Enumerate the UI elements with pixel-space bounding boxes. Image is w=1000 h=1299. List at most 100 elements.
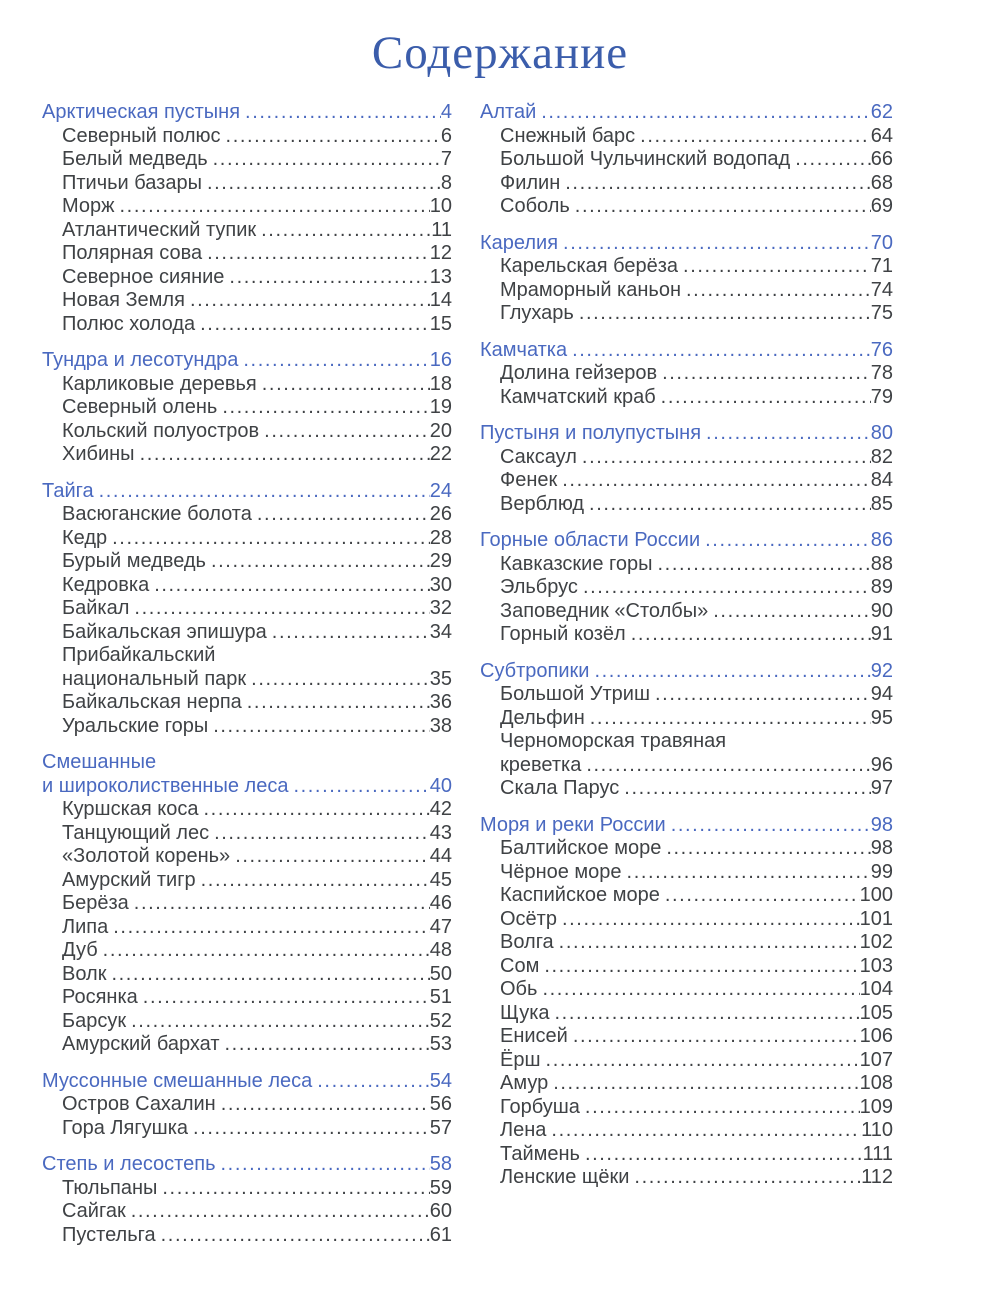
leader-dots: [594, 660, 870, 684]
toc-entry-label: Долина гейзеров: [500, 362, 658, 384]
toc-entry: Осётр 101: [480, 908, 893, 932]
leader-dots: [103, 939, 430, 963]
leader-dots: [551, 1119, 861, 1143]
toc-entry-row: Дельфин 95: [500, 707, 893, 731]
leader-dots: [221, 1093, 430, 1117]
toc-entry-row: Кольский полуостров 20: [62, 420, 452, 444]
page-number: 47: [429, 915, 452, 938]
toc-entry-label: Черноморская травяная: [500, 730, 727, 752]
toc-section: Тундра и лесотундра 16 Карликовые деревья 1…: [42, 349, 452, 467]
toc-section: Пустыня и полупустыня80Саксаул82Фенек84В…: [480, 422, 893, 516]
toc-entry-row: Морж 10: [62, 195, 452, 219]
toc-entry-row: Чёрное море 99: [500, 861, 893, 885]
toc-section-title-row: Камчатка 76: [480, 339, 893, 363]
toc-section-title: Степь и лесостепь 58: [42, 1153, 452, 1177]
page-number: 88: [870, 552, 893, 575]
page-number: 69: [870, 195, 893, 217]
toc-entry-row: Кедровка 30: [62, 574, 452, 598]
toc-entry: Горбуша 109: [480, 1096, 893, 1120]
page-number: 58: [429, 1153, 452, 1175]
leader-dots: [627, 861, 871, 885]
toc-section-title-row: Муссонные смешанные леса 54: [42, 1070, 452, 1094]
leader-dots: [264, 420, 430, 444]
page-number: 4: [440, 101, 452, 123]
leader-dots: [112, 527, 430, 551]
leader-dots: [131, 1010, 430, 1034]
toc-entry-row: Филин 68: [500, 172, 893, 196]
leader-dots: [683, 255, 871, 279]
toc-entry: Карельская берёза 71: [480, 255, 893, 279]
toc-entry-label: Щука: [500, 1001, 550, 1024]
page-number: 103: [859, 954, 893, 977]
page-number: 78: [870, 362, 893, 384]
toc-entry-label: Эльбрус: [500, 576, 578, 598]
page-number: 20: [429, 419, 452, 442]
leader-dots: [221, 1153, 430, 1177]
leader-dots: [317, 1070, 429, 1094]
leader-dots: [665, 884, 860, 908]
toc-section-title-label: Пустыня и полупустыня: [480, 422, 702, 444]
toc-entry: Большой Чульчинский водопад 66: [480, 148, 893, 172]
toc-section: Муссонные смешанные леса54Остров Сахалин…: [42, 1070, 452, 1141]
leader-dots: [143, 986, 430, 1010]
toc-entry: Верблюд 85: [480, 493, 893, 517]
leader-dots: [211, 550, 430, 574]
page-number: 112: [861, 1166, 893, 1188]
toc-entry: Байкальская нерпа 36: [42, 691, 452, 715]
toc-columns: Арктическая пустыня4Северный полюс6Белый…: [0, 101, 1000, 1247]
toc-entry-row: Новая Земля 14: [62, 289, 452, 313]
toc-entry-row: Глухарь 75: [500, 302, 893, 326]
toc-entry: Бурый медведь 29: [42, 550, 452, 574]
toc-entry-row: Сом 103: [500, 955, 893, 979]
toc-entry-row: «Золотой корень» 44: [62, 845, 452, 869]
toc-entry-row: Горный козёл 91: [500, 623, 893, 647]
page-number: 50: [429, 962, 452, 985]
page-number: 111: [862, 1142, 893, 1165]
toc-entry-label: Амур: [500, 1072, 549, 1094]
toc-entry: Лена 110: [480, 1119, 893, 1143]
toc-entry-row: Северный олень 19: [62, 396, 452, 420]
toc-entry: Гора Лягушка 57: [42, 1117, 452, 1141]
toc-entry-label: Ленские щёки: [500, 1166, 630, 1188]
toc-entry-row: Тюльпаны 59: [62, 1177, 452, 1201]
toc-entry-row: Щука 105: [500, 1002, 893, 1026]
page-number: 71: [870, 255, 893, 277]
page-number: 98: [870, 837, 893, 859]
leader-dots: [207, 242, 430, 266]
leader-dots: [201, 869, 430, 893]
toc-entry-label: Обь: [500, 978, 538, 1000]
toc-entry: Северный полюс 6: [42, 125, 452, 149]
toc-entry-row: Амурский бархат 53: [62, 1033, 452, 1057]
page-number: 86: [870, 529, 893, 551]
toc-section: Субтропики92Большой Утриш94Дельфин95Черн…: [480, 660, 893, 801]
page-number: 101: [859, 907, 893, 930]
toc-section-title-row: Моря и реки России 98: [480, 814, 893, 838]
toc-entry: Скала Парус 97: [480, 777, 893, 801]
page-number: 22: [429, 443, 452, 465]
page-number: 32: [429, 597, 452, 619]
toc-section: Тайга24Васюганские болота26Кедр28Бурый м…: [42, 480, 452, 739]
toc-entry-label: Кедр: [62, 526, 108, 549]
page-number: 62: [870, 101, 893, 123]
toc-entry-label: Каспийское море: [500, 884, 660, 906]
page-number: 35: [429, 667, 452, 690]
leader-dots: [671, 814, 871, 838]
toc-entry-label: Байкальская нерпа: [62, 691, 242, 713]
page-number: 45: [429, 868, 452, 891]
leader-dots: [293, 775, 429, 799]
page-number: 109: [859, 1095, 893, 1118]
page-number: 24: [429, 479, 452, 502]
leader-dots: [661, 386, 871, 410]
toc-entry: Байкал 32: [42, 597, 452, 621]
toc-section-title-label: Алтай: [480, 101, 537, 123]
toc-entry-label: Карликовые деревья: [62, 372, 257, 395]
leader-dots: [590, 707, 871, 731]
leader-dots: [634, 1166, 861, 1190]
toc-entry: Фенек 84: [480, 469, 893, 493]
leader-dots: [111, 963, 429, 987]
leader-dots: [572, 339, 871, 363]
page-number: 59: [429, 1176, 452, 1199]
page-number: 66: [870, 148, 893, 170]
toc-entry-row: Северное сияние 13: [62, 266, 452, 290]
